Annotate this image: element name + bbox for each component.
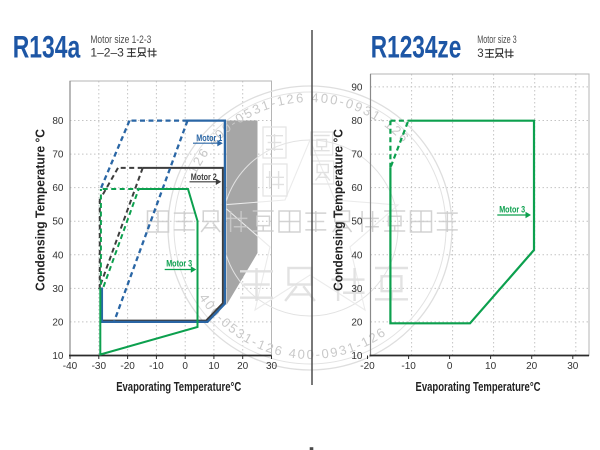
svg-text:1–2–3: 1–2–3: [90, 47, 124, 59]
svg-text:40: 40: [52, 250, 64, 261]
svg-text:10: 10: [208, 361, 220, 372]
svg-text:0: 0: [182, 361, 188, 372]
svg-text:10: 10: [351, 351, 363, 362]
svg-text:80: 80: [351, 116, 363, 127]
svg-text:30: 30: [567, 361, 579, 372]
svg-text:50: 50: [52, 217, 64, 228]
svg-text:50: 50: [351, 217, 363, 228]
svg-text:30: 30: [351, 284, 363, 295]
svg-text:70: 70: [351, 150, 363, 161]
svg-text:Motor 2: Motor 2: [191, 172, 217, 182]
svg-text:3: 3: [477, 48, 483, 60]
svg-text:-40: -40: [63, 361, 78, 372]
svg-text:-10: -10: [149, 361, 164, 372]
svg-text:R134a: R134a: [13, 28, 81, 64]
svg-text:Motor 3: Motor 3: [166, 259, 192, 269]
svg-text:60: 60: [52, 183, 64, 194]
svg-text:40: 40: [351, 250, 363, 261]
svg-text:60: 60: [351, 183, 363, 194]
svg-text:80: 80: [52, 116, 64, 127]
svg-text:-30: -30: [92, 361, 107, 372]
svg-text:10: 10: [485, 361, 497, 372]
svg-text:R1234ze: R1234ze: [371, 29, 462, 65]
svg-text:Motor 1: Motor 1: [196, 133, 222, 143]
svg-text:Condensing Temperature °C: Condensing Temperature °C: [332, 129, 346, 291]
svg-text:70: 70: [52, 150, 64, 161]
svg-text:30: 30: [52, 284, 64, 295]
svg-text:-10: -10: [401, 361, 416, 372]
svg-text:20: 20: [351, 317, 363, 328]
svg-text:Evaporating Temperature°C: Evaporating Temperature°C: [416, 379, 541, 394]
svg-text:Condensing Temperature °C: Condensing Temperature °C: [34, 129, 48, 291]
svg-text:20: 20: [52, 317, 64, 328]
svg-text:-20: -20: [120, 361, 135, 372]
svg-text:0: 0: [447, 361, 453, 372]
svg-text:30: 30: [266, 361, 278, 372]
svg-text:10: 10: [52, 351, 64, 362]
svg-text:20: 20: [526, 361, 538, 372]
svg-text:Evaporating Temperature°C: Evaporating Temperature°C: [116, 379, 241, 394]
svg-text:Motor size 3: Motor size 3: [477, 34, 517, 46]
svg-text:20: 20: [237, 361, 249, 372]
svg-text:90: 90: [351, 82, 363, 93]
svg-text:-20: -20: [360, 361, 375, 372]
svg-text:Motor 3: Motor 3: [499, 204, 525, 214]
svg-text:Motor size 1-2-3: Motor size 1-2-3: [90, 34, 151, 46]
